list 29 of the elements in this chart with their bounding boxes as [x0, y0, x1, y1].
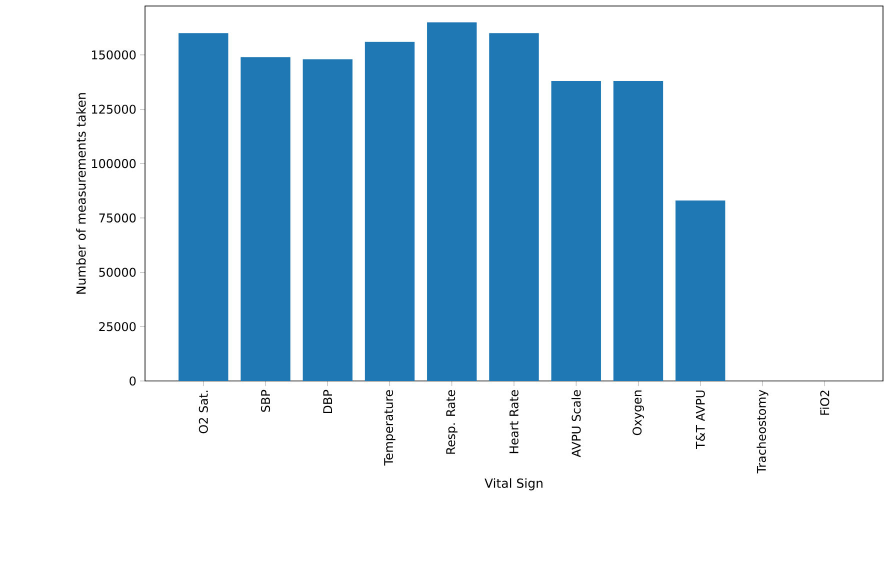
x-tick-label: SBP — [260, 390, 270, 412]
bar — [676, 200, 726, 381]
y-tick-label: 100000 — [92, 159, 136, 168]
y-tick-label: 25000 — [99, 322, 136, 332]
bar — [427, 22, 477, 381]
x-tick-label: Heart Rate — [510, 390, 518, 454]
y-tick-label: 75000 — [99, 213, 136, 222]
x-tick-label: Oxygen — [632, 390, 644, 436]
y-tick-label: 0 — [130, 376, 136, 386]
x-tick-label: O2 Sat. — [198, 390, 208, 434]
bar — [613, 80, 664, 381]
y-tick-label: 150000 — [92, 50, 136, 60]
x-tick-label: DBP — [323, 390, 332, 414]
x-tick-label: Tracheostomy — [756, 390, 768, 474]
x-tick-label: AVPU Scale — [571, 390, 581, 458]
x-tick-label: Resp. Rate — [446, 390, 458, 454]
x-axis-title: Vital Sign — [484, 478, 542, 490]
bar — [551, 80, 601, 381]
bar — [178, 33, 228, 381]
y-tick-label: 50000 — [99, 268, 136, 277]
x-tick-label: T&T AVPU — [696, 390, 705, 450]
x-tick-label: FiO2 — [820, 390, 830, 415]
bar — [364, 42, 415, 381]
bar — [240, 57, 290, 381]
y-axis-title: Number of measurements taken — [76, 93, 86, 294]
y-tick-label: 125000 — [92, 104, 136, 114]
bar — [302, 59, 352, 381]
x-tick-label: Temperature — [384, 390, 396, 466]
bar — [489, 33, 539, 381]
